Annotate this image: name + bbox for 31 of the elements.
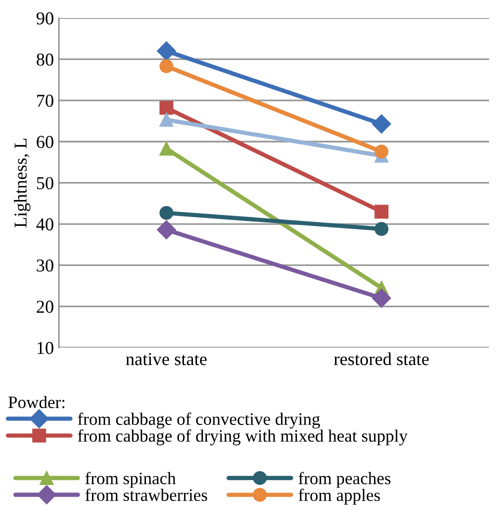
legend-label: from spinach	[85, 472, 176, 488]
legend-label: from strawberries	[85, 488, 208, 501]
point	[159, 100, 174, 115]
point	[374, 204, 388, 219]
point	[159, 112, 174, 127]
legend-label: from cabbage of convective drying	[78, 412, 320, 429]
y-tick-label: 20	[36, 300, 54, 313]
y-tick-label: 50	[37, 177, 54, 190]
y-tick-label: 40	[36, 218, 54, 230]
y-tick-label: 70	[37, 94, 54, 107]
legend-title: Powder:	[8, 396, 64, 408]
y-tick-label: 60	[36, 136, 54, 148]
legend-label: from peaches	[298, 472, 390, 488]
point	[156, 41, 176, 61]
x-tick-label: native state	[126, 353, 207, 366]
x-tick-label: restored state	[334, 352, 429, 366]
point	[156, 220, 176, 240]
y-axis-title: Lightness, L	[14, 138, 30, 228]
y-tick-label: 90	[36, 12, 54, 24]
y-tick-label: 10	[38, 342, 54, 354]
legend-label: from cabbage of drying with mixed heat supply	[78, 429, 408, 446]
y-tick-label: 30	[36, 259, 54, 272]
y-tick-label: 80	[36, 53, 54, 66]
legend-label: from apples	[298, 488, 380, 505]
point	[159, 59, 174, 74]
point	[159, 142, 174, 156]
point	[374, 222, 388, 236]
point	[374, 144, 388, 158]
point	[372, 288, 392, 308]
point	[159, 206, 174, 220]
point	[372, 114, 392, 134]
